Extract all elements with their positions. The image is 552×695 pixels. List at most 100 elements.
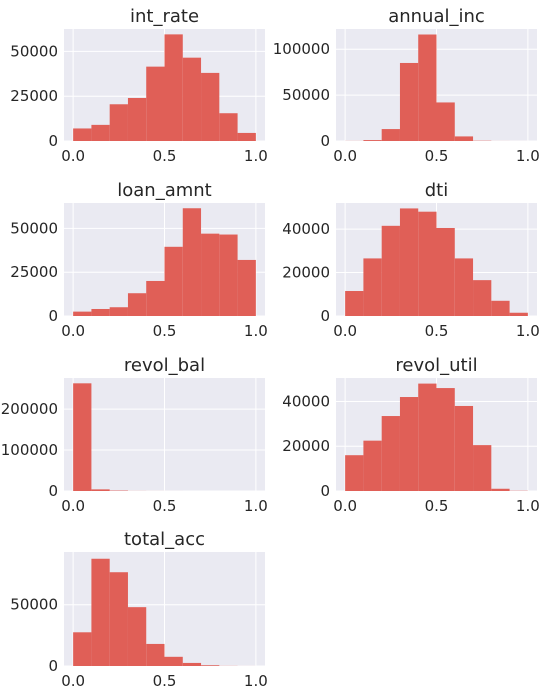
histogram-bar xyxy=(473,445,492,491)
histogram-bar xyxy=(219,234,238,316)
histogram-bar xyxy=(345,455,364,491)
histogram-bar xyxy=(109,307,128,316)
x-tick-label: 0.5 xyxy=(425,497,449,515)
y-tick-label: 100000 xyxy=(1,441,58,459)
y-tick-label: 25000 xyxy=(10,87,58,105)
x-tick-label: 0.5 xyxy=(425,147,449,165)
subplot-revol_util: revol_util 0.0 0.5 1.0 0 20000 40000 xyxy=(282,355,540,515)
y-tick-label: 0 xyxy=(320,482,330,500)
histogram-bar xyxy=(91,558,110,666)
subplot-title: total_acc xyxy=(124,529,205,550)
histogram-bar xyxy=(381,225,400,316)
subplot-title: int_rate xyxy=(130,6,199,27)
histogram-bar xyxy=(436,388,455,491)
histogram-bar xyxy=(164,246,183,316)
histogram-bar xyxy=(237,132,256,141)
histogram-bar xyxy=(491,488,510,491)
subplot-title: dti xyxy=(425,180,448,201)
histogram-bar xyxy=(436,227,455,316)
histogram-bar xyxy=(381,129,400,141)
y-tick-label: 0 xyxy=(48,132,58,150)
histogram-bar xyxy=(91,124,110,141)
histogram-bar xyxy=(73,632,92,666)
x-tick-label: 0.0 xyxy=(333,497,357,515)
histogram-bar xyxy=(381,416,400,491)
subplot-title: revol_bal xyxy=(124,355,205,376)
subplot-title: loan_amnt xyxy=(117,180,211,201)
histogram-bar xyxy=(73,128,92,141)
histogram-bar xyxy=(127,97,147,141)
histogram-bar xyxy=(418,383,437,491)
histogram-bar xyxy=(201,233,220,316)
y-tick-label: 20000 xyxy=(282,264,330,282)
histogram-bar xyxy=(418,211,437,316)
histogram-bar xyxy=(491,300,510,316)
histogram-bar xyxy=(182,208,202,316)
x-tick-label: 0.0 xyxy=(333,322,357,340)
histogram-bar xyxy=(473,280,492,316)
histogram-bar xyxy=(219,113,238,141)
x-tick-label: 1.0 xyxy=(244,322,268,340)
x-tick-label: 1.0 xyxy=(244,672,268,690)
subplot-int_rate: int_rate 0.0 0.5 1.0 0 25000 50000 xyxy=(10,6,268,165)
x-tick-label: 0.0 xyxy=(61,147,85,165)
y-tick-label: 50000 xyxy=(282,86,330,104)
histogram-bar xyxy=(146,280,165,316)
histogram-bar xyxy=(146,643,165,666)
histogram-bar xyxy=(363,258,382,316)
y-tick-label: 0 xyxy=(48,307,58,325)
y-tick-label: 40000 xyxy=(282,220,330,238)
histogram-bar xyxy=(127,293,147,316)
histogram-bar xyxy=(109,572,128,666)
x-tick-label: 1.0 xyxy=(244,497,268,515)
subplot-loan_amnt: loan_amnt 0.0 0.5 1.0 0 25000 50000 xyxy=(10,180,268,340)
histogram-bar xyxy=(399,208,419,316)
histogram-bar xyxy=(418,34,437,142)
x-tick-label: 0.0 xyxy=(61,497,85,515)
y-tick-label: 25000 xyxy=(10,263,58,281)
x-tick-label: 0.5 xyxy=(153,497,177,515)
x-tick-label: 0.5 xyxy=(153,672,177,690)
histogram-bar xyxy=(182,57,202,142)
x-tick-label: 0.0 xyxy=(333,147,357,165)
histogram-bar xyxy=(91,489,110,491)
x-tick-label: 0.5 xyxy=(425,322,449,340)
subplot-title: annual_inc xyxy=(388,6,485,27)
histogram-bar xyxy=(73,311,92,316)
y-tick-label: 50000 xyxy=(10,219,58,237)
subplot-total_acc: total_acc 0.0 0.5 1.0 0 50000 xyxy=(10,529,268,690)
histogram-bar xyxy=(237,259,256,316)
y-tick-label: 100000 xyxy=(273,40,330,58)
subplot-annual_inc: annual_inc 0.0 0.5 1.0 0 50000 100000 xyxy=(273,6,540,165)
histogram-bar xyxy=(454,136,474,141)
x-tick-label: 1.0 xyxy=(516,147,540,165)
histogram-bar xyxy=(201,665,220,666)
histogram-bar xyxy=(182,662,202,666)
histogram-bar xyxy=(363,140,382,141)
histogram-bar xyxy=(399,62,419,142)
x-tick-label: 1.0 xyxy=(516,322,540,340)
x-tick-label: 0.5 xyxy=(153,147,177,165)
subplot-dti: dti 0.0 0.5 1.0 0 20000 40000 xyxy=(282,180,540,340)
y-tick-label: 0 xyxy=(320,132,330,150)
y-tick-label: 0 xyxy=(48,657,58,675)
histogram-bar xyxy=(399,397,419,491)
y-tick-label: 0 xyxy=(320,307,330,325)
y-tick-label: 50000 xyxy=(10,596,58,614)
histogram-bar xyxy=(345,291,364,316)
subplot-title: revol_util xyxy=(395,355,477,376)
y-tick-label: 20000 xyxy=(282,437,330,455)
histogram-bar xyxy=(436,102,455,141)
histogram-bar xyxy=(127,607,147,666)
subplot-revol_bal: revol_bal 0.0 0.5 1.0 0 100000 200000 xyxy=(1,355,268,515)
histogram-bar xyxy=(109,104,128,141)
x-tick-label: 1.0 xyxy=(244,147,268,165)
y-tick-label: 0 xyxy=(48,482,58,500)
histogram-bar xyxy=(363,440,382,491)
x-tick-label: 0.0 xyxy=(61,672,85,690)
histogram-bar xyxy=(454,258,474,316)
histogram-bar xyxy=(509,312,528,316)
y-tick-label: 40000 xyxy=(282,392,330,410)
x-tick-label: 1.0 xyxy=(516,497,540,515)
